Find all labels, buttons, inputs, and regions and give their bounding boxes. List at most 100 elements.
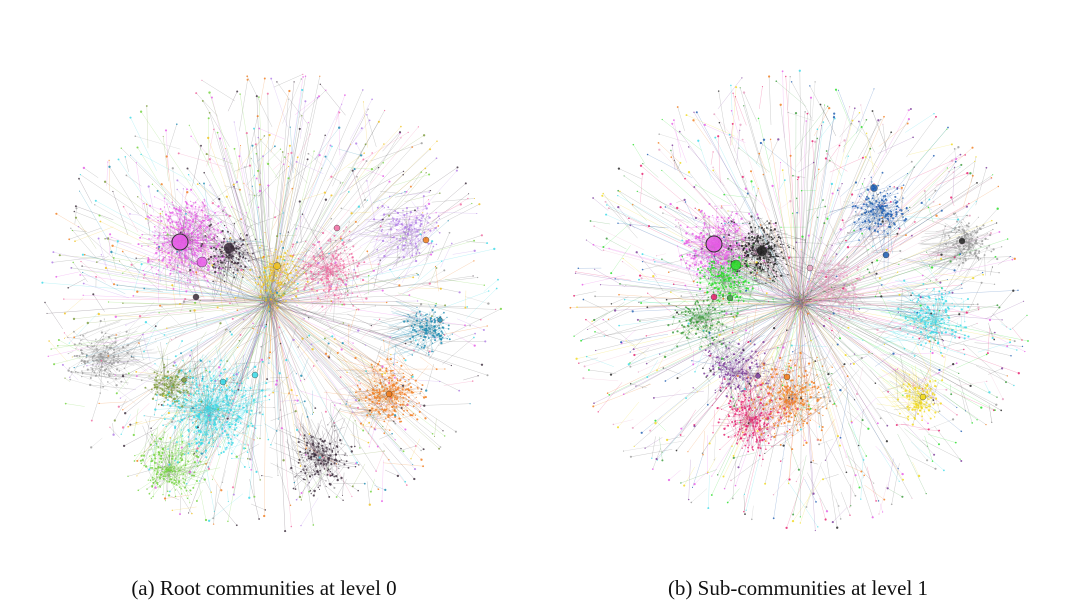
graph-node [185, 482, 188, 485]
graph-node [98, 371, 101, 373]
graph-node [692, 257, 696, 260]
graph-node [726, 233, 728, 236]
graph-node [376, 397, 379, 399]
graph-node [918, 386, 920, 388]
graph-node [928, 336, 931, 338]
graph-node [933, 288, 935, 290]
graph-node [281, 271, 284, 274]
graph-node [926, 336, 930, 339]
graph-node [427, 228, 429, 230]
graph-node [221, 400, 224, 403]
graph-node [94, 374, 97, 377]
graph-node [204, 409, 206, 411]
graph-node [317, 261, 320, 265]
graph-node [704, 271, 706, 273]
graph-node [770, 229, 773, 232]
graph-node [46, 312, 48, 314]
graph-node [107, 301, 110, 303]
graph-node [208, 266, 211, 269]
graph-node [399, 395, 402, 398]
graph-node [295, 287, 298, 290]
graph-node [79, 349, 82, 351]
graph-node [685, 262, 688, 265]
graph-node [180, 488, 182, 490]
graph-node [195, 384, 197, 387]
graph-node [353, 445, 356, 448]
graph-node [363, 152, 365, 154]
graph-node [776, 263, 778, 265]
graph-node [342, 230, 345, 232]
graph-node [703, 268, 705, 270]
graph-node [108, 159, 110, 161]
graph-node [748, 222, 751, 225]
graph-node [382, 175, 385, 178]
graph-node [366, 250, 369, 253]
graph-node [229, 390, 231, 392]
graph-node [422, 465, 425, 468]
graph-node [323, 337, 326, 340]
graph-node [192, 394, 195, 397]
graph-node [710, 264, 714, 267]
graph-node [370, 426, 373, 428]
graph-node [408, 218, 411, 220]
graph-node [817, 386, 820, 389]
graph-node [763, 438, 766, 441]
graph-node [317, 281, 319, 284]
graph-node [757, 267, 759, 269]
graph-node [476, 276, 479, 279]
graph-node [208, 235, 210, 237]
graph-node [193, 387, 195, 390]
graph-node [934, 298, 937, 300]
graph-node [404, 237, 407, 240]
graph-node [109, 361, 112, 363]
graph-node [316, 289, 319, 292]
graph-node [265, 278, 267, 281]
graph-node [329, 284, 331, 287]
graph-node [865, 198, 868, 201]
graph-node [959, 324, 962, 327]
graph-node [109, 426, 111, 428]
graph-node [239, 144, 242, 147]
graph-node [181, 405, 184, 408]
graph-node [83, 362, 87, 365]
graph-node [139, 110, 143, 113]
graph-node [214, 211, 216, 214]
graph-node [309, 133, 311, 135]
graph-node [214, 270, 217, 274]
graph-node [179, 251, 182, 254]
graph-node [77, 225, 80, 228]
graph-node [429, 330, 431, 333]
graph-node [310, 288, 314, 291]
graph-node [391, 217, 394, 219]
graph-node [911, 292, 914, 295]
graph-node [173, 426, 177, 430]
graph-node [866, 195, 868, 198]
graph-node [744, 399, 747, 401]
graph-node [112, 355, 116, 359]
graph-node [106, 356, 108, 359]
graph-node [719, 268, 721, 270]
graph-node [364, 344, 367, 346]
graph-node [253, 195, 255, 197]
graph-node [218, 197, 221, 201]
graph-node [304, 451, 307, 454]
graph-node [154, 363, 156, 365]
graph-node [199, 422, 202, 424]
graph-node [327, 355, 330, 358]
graph-node [58, 254, 61, 257]
graph-node [484, 340, 487, 343]
graph-node [937, 308, 939, 310]
graph-node [730, 285, 733, 288]
graph-node [186, 220, 188, 222]
graph-node [113, 373, 115, 375]
graph-node [187, 416, 189, 418]
graph-node [107, 336, 111, 339]
graph-node [159, 466, 162, 469]
graph-node [951, 329, 953, 331]
graph-node [737, 399, 740, 402]
graph-node [431, 342, 434, 344]
graph-node [312, 436, 314, 438]
graph-node [230, 255, 233, 258]
graph-node [330, 175, 333, 178]
graph-node [185, 403, 187, 405]
